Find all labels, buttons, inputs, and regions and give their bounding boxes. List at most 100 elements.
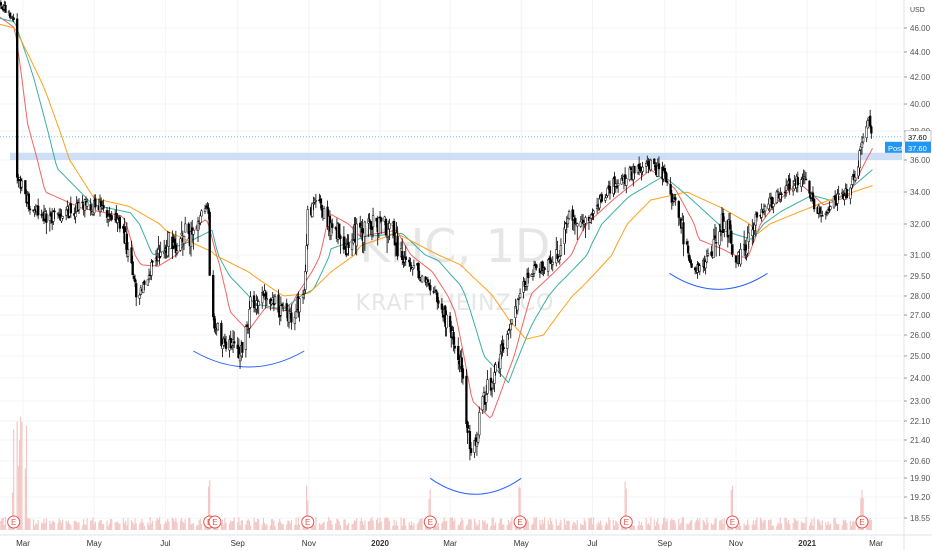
volume-bar bbox=[322, 523, 324, 530]
candle-body bbox=[841, 192, 844, 195]
candle-body bbox=[516, 299, 519, 311]
candle-body bbox=[869, 115, 872, 127]
volume-bar bbox=[207, 486, 210, 530]
volume-bar bbox=[654, 525, 657, 530]
earnings-marker[interactable]: E bbox=[513, 515, 527, 529]
candle-body bbox=[592, 210, 595, 214]
earnings-markers[interactable]: EEEEEEEEE bbox=[7, 515, 869, 529]
candle-body bbox=[426, 279, 430, 283]
resistance-zone-rect[interactable] bbox=[10, 152, 902, 160]
candle-body bbox=[429, 285, 432, 291]
candle-body bbox=[53, 210, 56, 213]
rounding-bottom-arc[interactable] bbox=[669, 272, 768, 290]
candle-body bbox=[434, 289, 438, 292]
volume-bar bbox=[544, 517, 546, 530]
volume-bar bbox=[555, 519, 557, 530]
candle-body bbox=[412, 265, 416, 269]
candle-body bbox=[452, 332, 455, 345]
candle-body bbox=[772, 203, 775, 207]
volume-bar bbox=[745, 524, 748, 530]
earnings-marker[interactable]: E bbox=[619, 515, 633, 529]
candle-body bbox=[731, 244, 734, 254]
volume-bar bbox=[861, 490, 863, 530]
earnings-label: E bbox=[517, 518, 522, 527]
volume-bar bbox=[176, 522, 178, 530]
volume-bar bbox=[108, 523, 110, 530]
candle-body bbox=[28, 208, 32, 211]
ma-slow-line bbox=[0, 23, 873, 340]
volume-bar bbox=[160, 523, 162, 530]
volume-bar bbox=[836, 524, 839, 530]
earnings-marker[interactable]: E bbox=[301, 515, 315, 529]
resistance-zone[interactable] bbox=[10, 152, 902, 160]
candle-body bbox=[81, 201, 84, 204]
earnings-marker[interactable]: E bbox=[208, 515, 222, 529]
volume-bar bbox=[378, 523, 380, 530]
candle-body bbox=[865, 125, 868, 139]
volume-bar bbox=[843, 520, 846, 530]
volume-bar bbox=[344, 519, 346, 530]
volume-bar bbox=[800, 521, 802, 530]
candle-body bbox=[704, 261, 707, 269]
candle-body bbox=[304, 270, 307, 290]
volume-bar bbox=[158, 517, 161, 530]
volume-bar bbox=[345, 525, 347, 530]
candle-body bbox=[200, 210, 203, 217]
volume-bar bbox=[50, 524, 52, 530]
rounding-bottom-arc[interactable] bbox=[193, 350, 305, 368]
candle-body bbox=[65, 209, 68, 216]
volume-bar bbox=[442, 521, 444, 530]
price-tick-label: 18.55 bbox=[910, 514, 931, 523]
earnings-marker[interactable]: E bbox=[423, 515, 437, 529]
candle-body bbox=[301, 294, 305, 299]
support-arcs[interactable] bbox=[193, 272, 768, 495]
volume-bar bbox=[469, 518, 471, 530]
candle-body bbox=[445, 314, 448, 329]
volume-bar bbox=[540, 524, 542, 530]
volume-bar bbox=[506, 525, 508, 530]
volume-bar bbox=[73, 520, 75, 530]
volume-bar bbox=[558, 525, 560, 530]
volume-bar bbox=[687, 524, 689, 530]
candle-body bbox=[460, 357, 463, 373]
candle-body bbox=[199, 215, 202, 224]
candle-body bbox=[641, 166, 644, 172]
candle-body bbox=[151, 260, 154, 263]
volume-bar bbox=[518, 486, 520, 530]
volume-bar bbox=[287, 520, 289, 530]
volume-bar bbox=[607, 524, 609, 530]
candle-body bbox=[517, 298, 521, 300]
candle-body bbox=[705, 255, 708, 263]
candle-body bbox=[800, 179, 803, 188]
volume-bar bbox=[85, 524, 87, 530]
candle-body bbox=[858, 150, 861, 169]
volume-bar bbox=[253, 517, 255, 530]
price-tick-label: 23.00 bbox=[910, 397, 931, 406]
candle-body bbox=[860, 142, 864, 149]
volume-bar bbox=[272, 519, 274, 530]
earnings-marker[interactable]: E bbox=[7, 515, 21, 529]
moving-averages bbox=[0, 16, 873, 419]
time-axis[interactable]: Mar May Jul Sep Nov 2020 Mar May Jul Sep Nov 2021 Ma… bbox=[0, 534, 932, 548]
volume-bar bbox=[813, 517, 815, 530]
volume-bar bbox=[792, 523, 794, 530]
volume-bar bbox=[713, 523, 715, 530]
volume-bar bbox=[328, 517, 330, 530]
candle-body bbox=[476, 433, 480, 443]
volume-bar bbox=[612, 519, 615, 530]
earnings-marker[interactable]: E bbox=[725, 515, 739, 529]
candle-body bbox=[718, 231, 721, 246]
candle-body bbox=[527, 272, 530, 279]
rounding-bottom-arc[interactable] bbox=[429, 477, 522, 495]
volume-bar bbox=[820, 525, 822, 530]
candle-body bbox=[824, 213, 827, 215]
volume-bar bbox=[867, 522, 869, 530]
earnings-marker[interactable]: E bbox=[855, 515, 869, 529]
price-axis[interactable]: 18.55 19.20 19.90 20.60 21.40 22.10 23.00 24.00… bbox=[903, 0, 931, 550]
candle-body bbox=[507, 330, 510, 334]
candle-body bbox=[249, 296, 252, 308]
volume-bar bbox=[337, 519, 339, 530]
volume-bar bbox=[582, 525, 584, 530]
